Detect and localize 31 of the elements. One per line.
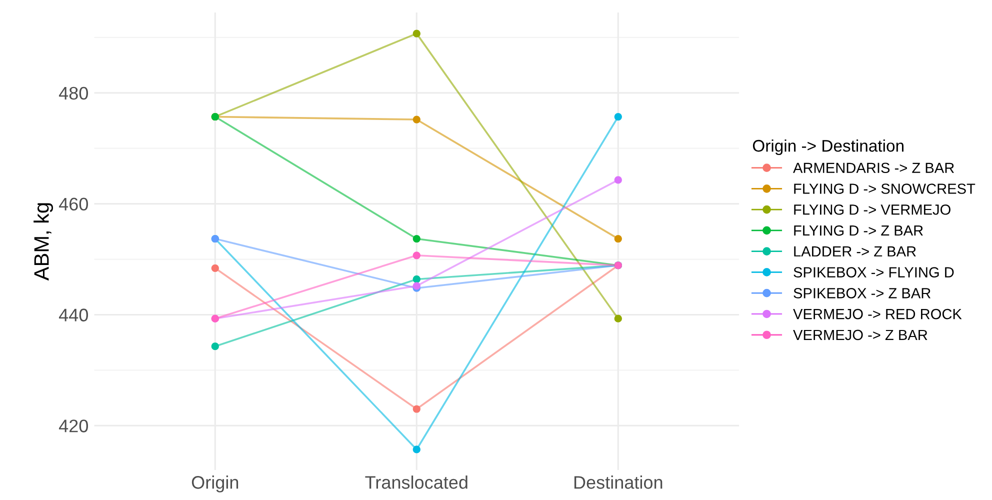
point <box>614 234 622 243</box>
legend-label: FLYING D -> VERMEJO <box>794 204 950 215</box>
legend-label: SPIKEBOX -> FLYING D <box>794 267 954 278</box>
point <box>412 30 420 38</box>
legend-label: VERMEJO -> Z BAR <box>793 330 928 340</box>
legend-label: LADDER -> Z BAR <box>794 246 916 256</box>
point <box>412 252 420 260</box>
y-tick-label: 480 <box>58 86 88 100</box>
y-tick-label: 420 <box>58 420 88 432</box>
legend-label: VERMEJO -> RED ROCK <box>793 308 962 320</box>
legend-label: ARMENDARIS -> Z BAR <box>793 162 954 174</box>
point <box>614 314 622 322</box>
x-tick-label: Origin <box>192 476 238 492</box>
legend-label: FLYING D -> SNOWCREST <box>794 184 976 194</box>
point <box>412 275 420 284</box>
y-tick-label: 460 <box>58 198 88 211</box>
legend-label: FLYING D -> Z BAR <box>794 225 923 236</box>
y-tick-label: 440 <box>58 308 88 322</box>
point <box>412 116 420 124</box>
point <box>614 176 622 184</box>
point <box>412 234 420 243</box>
legend-label: SPIKEBOX -> Z BAR <box>794 288 930 298</box>
point <box>412 446 420 454</box>
point <box>614 112 622 121</box>
x-tick-label: Destination <box>574 476 662 489</box>
point <box>211 342 219 350</box>
legend-title: Origin -> Destination <box>752 139 904 156</box>
x-tick-label: Translocated <box>365 476 468 489</box>
point <box>412 405 420 413</box>
point <box>211 264 219 272</box>
y-axis-title: ABM, kg <box>34 203 54 281</box>
